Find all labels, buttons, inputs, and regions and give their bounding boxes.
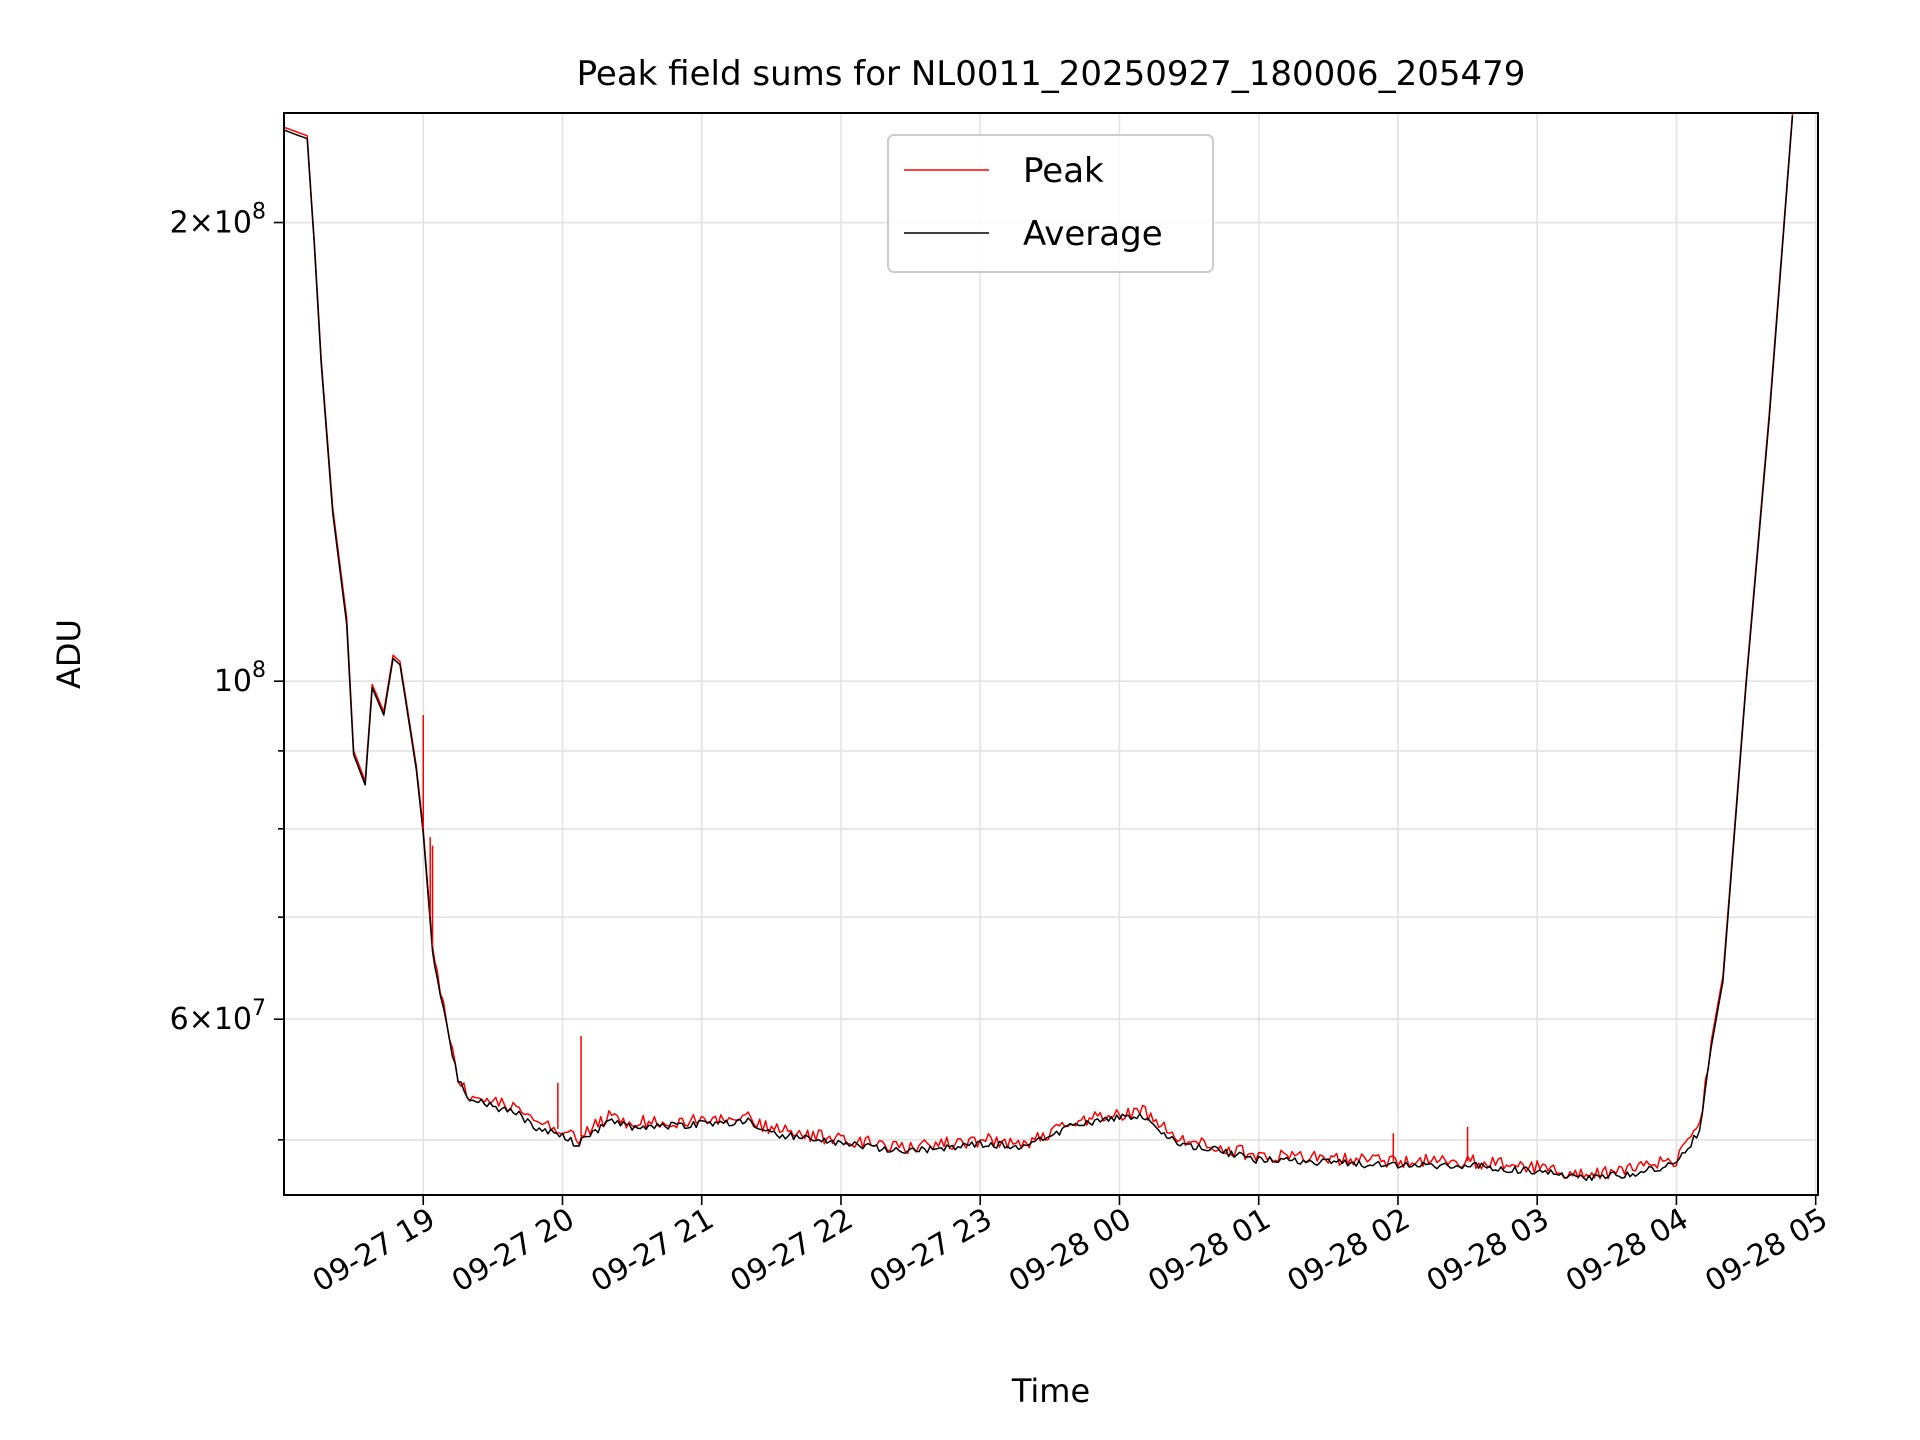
y-tick-label: 2×108 bbox=[170, 200, 266, 241]
x-tick-label: 09-28 02 bbox=[1282, 1202, 1416, 1300]
y-axis-label: ADU bbox=[50, 619, 88, 689]
chart-title: Peak field sums for NL0011_20250927_1800… bbox=[577, 54, 1526, 94]
y-tick-times: × bbox=[189, 206, 214, 241]
y-tick-times: × bbox=[189, 1002, 214, 1037]
legend: Peak Average bbox=[887, 134, 1214, 273]
x-tick-label: 09-28 05 bbox=[1699, 1202, 1833, 1300]
x-tick-label: 09-27 19 bbox=[307, 1202, 441, 1300]
y-tick-base: 10 bbox=[214, 206, 252, 241]
y-tick-mantissa: 2 bbox=[170, 206, 189, 241]
legend-label-peak: Peak bbox=[1023, 151, 1104, 191]
series-line-peak bbox=[284, 113, 1794, 1180]
y-tick-base: 10 bbox=[214, 1002, 252, 1037]
x-tick-label: 09-28 01 bbox=[1142, 1202, 1276, 1300]
series-lines bbox=[284, 113, 1794, 1182]
x-tick-label: 09-27 21 bbox=[585, 1202, 719, 1300]
x-axis-label: Time bbox=[1011, 1372, 1090, 1410]
y-tick-base: 10 bbox=[214, 664, 252, 699]
plot-frame bbox=[283, 112, 1819, 1196]
y-tick-exponent: 8 bbox=[252, 200, 266, 225]
x-tick-label: 09-28 04 bbox=[1560, 1202, 1694, 1300]
grid bbox=[284, 113, 1818, 1195]
x-tick-label: 09-27 23 bbox=[864, 1202, 998, 1300]
axis-ticks: 09-27 19 09-27 20 09-27 21 09-27 22 09-27 23… bbox=[170, 200, 1834, 1300]
x-tick-label: 09-28 03 bbox=[1421, 1202, 1555, 1300]
y-tick-label: 108 bbox=[214, 658, 266, 699]
x-tick-label: 09-27 20 bbox=[446, 1202, 580, 1300]
y-tick-exponent: 8 bbox=[252, 658, 266, 683]
y-tick-label: 6×107 bbox=[170, 996, 266, 1037]
legend-label-average: Average bbox=[1023, 214, 1163, 254]
x-tick-label: 09-27 22 bbox=[725, 1202, 859, 1300]
y-tick-mantissa: 6 bbox=[170, 1002, 189, 1037]
y-tick-exponent: 7 bbox=[252, 996, 266, 1021]
series-line-average bbox=[284, 115, 1794, 1182]
x-tick-label: 09-28 00 bbox=[1003, 1202, 1137, 1300]
